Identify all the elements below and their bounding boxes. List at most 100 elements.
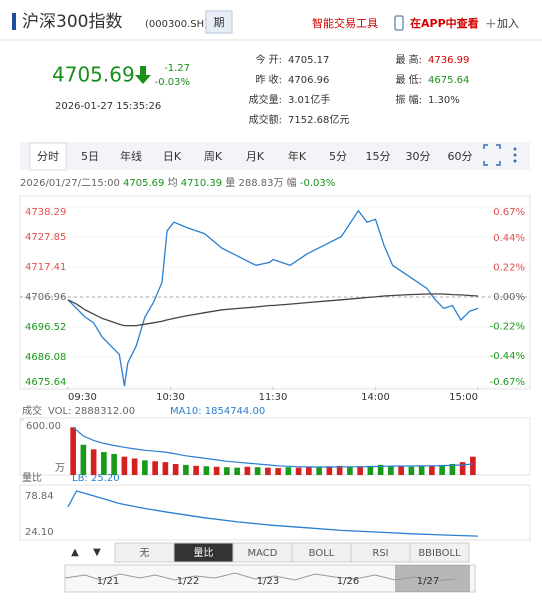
stat-value: 4736.99 bbox=[428, 55, 469, 66]
volume-bar bbox=[70, 427, 76, 475]
fullscreen-icon[interactable] bbox=[483, 144, 501, 166]
volume-bar bbox=[367, 465, 374, 475]
indicator-tab-label[interactable]: MACD bbox=[248, 548, 278, 559]
stat-value: 4705.17 bbox=[288, 55, 329, 66]
menu-dot[interactable] bbox=[513, 147, 517, 151]
volume-bar bbox=[183, 464, 189, 475]
volume-bar bbox=[152, 461, 158, 475]
y-tick-label: 4727.85 bbox=[25, 232, 66, 243]
period-tab[interactable]: 日K bbox=[163, 150, 182, 163]
stat-label: 成交额: bbox=[249, 113, 282, 126]
period-tab[interactable]: 5日 bbox=[81, 150, 99, 163]
down-arrow bbox=[135, 66, 151, 84]
y2-tick-label: -0.44% bbox=[490, 351, 525, 362]
volume-bar bbox=[131, 458, 138, 475]
tools-link[interactable]: 智能交易工具 bbox=[312, 16, 378, 30]
price-frame bbox=[19, 195, 531, 390]
change: -1.27 bbox=[164, 63, 190, 74]
ma10-line bbox=[72, 426, 473, 468]
volume-ma10: MA10: 1854744.00 bbox=[170, 406, 265, 417]
volume-bar bbox=[203, 466, 210, 475]
period-tabs: 分时 5日 年线 日K 周K 月K 年K 5分 15分 30分 60分 bbox=[37, 149, 473, 163]
indicator-tab-label[interactable]: BOLL bbox=[309, 548, 335, 559]
volume-bar bbox=[172, 464, 179, 475]
indicator-tab-label[interactable]: 量比 bbox=[194, 547, 214, 559]
period-tab[interactable]: 5分 bbox=[329, 150, 347, 163]
stat-label: 振 幅: bbox=[395, 93, 422, 106]
change-pct: -0.03% bbox=[155, 77, 190, 88]
index-code: (000300.SH) bbox=[145, 19, 208, 30]
volume-bar bbox=[347, 466, 353, 475]
stat-label: 最 低: bbox=[395, 73, 422, 86]
period-tab[interactable]: 年线 bbox=[120, 149, 142, 163]
scroll-down[interactable]: ▼ bbox=[93, 547, 101, 558]
volume-bar bbox=[336, 465, 343, 475]
volume-bar bbox=[80, 444, 87, 475]
add-link[interactable]: 加入 bbox=[497, 17, 519, 30]
navigator-sparkline bbox=[64, 572, 456, 582]
scroll-up[interactable]: ▲ bbox=[71, 547, 79, 558]
futures-button[interactable] bbox=[205, 10, 233, 34]
price: 4705.69 bbox=[52, 63, 135, 87]
x-tick-label: 15:00 bbox=[449, 392, 478, 403]
menu-dot[interactable] bbox=[513, 159, 517, 163]
period-tab[interactable]: 年K bbox=[288, 149, 307, 163]
navigator-dates: 1/21 1/22 1/23 1/26 1/27 bbox=[97, 576, 439, 587]
navigator-date: 1/21 bbox=[97, 576, 119, 587]
menu-dot[interactable] bbox=[513, 153, 517, 157]
info-price: 4705.69 bbox=[123, 178, 164, 189]
volume-bar bbox=[388, 465, 394, 475]
add-icon[interactable]: + bbox=[485, 16, 497, 32]
volume-bar bbox=[285, 467, 292, 475]
period-tab[interactable]: 30分 bbox=[406, 150, 431, 163]
volume-bar bbox=[254, 467, 261, 475]
index-title: 沪深300指数 bbox=[22, 12, 122, 32]
stat-value: 3.01亿手 bbox=[288, 93, 330, 106]
series-line bbox=[67, 490, 479, 537]
period-tab[interactable]: 60分 bbox=[448, 150, 473, 163]
info-amp-label: 幅 bbox=[287, 176, 297, 189]
volume-bar bbox=[470, 456, 476, 475]
phone-icon bbox=[394, 15, 404, 31]
quote-time: 2026-01-27 15:35:26 bbox=[55, 101, 161, 112]
tab-bar bbox=[20, 142, 530, 170]
info-vol-label: 量 bbox=[225, 177, 235, 189]
volume-title: 成交 bbox=[22, 404, 42, 417]
period-tab[interactable]: 周K bbox=[204, 150, 223, 163]
futures-button-label[interactable]: 期 bbox=[214, 16, 225, 29]
selected-tab bbox=[29, 142, 67, 171]
info-avg: 4710.39 bbox=[181, 178, 222, 189]
x-tick-label: 09:30 bbox=[68, 392, 97, 403]
indicator-tab-label[interactable]: 无 bbox=[140, 548, 150, 559]
period-tab[interactable]: 月K bbox=[246, 150, 265, 163]
indicator-tab-label[interactable]: BBIBOLL bbox=[418, 548, 461, 559]
y-tick-label: 4717.41 bbox=[25, 262, 66, 273]
ratio-title: 量比 bbox=[22, 472, 42, 484]
y2-tick-label: 0.00% bbox=[493, 292, 525, 303]
info-amp: -0.03% bbox=[300, 178, 335, 189]
indicator-tab-label[interactable]: RSI bbox=[372, 548, 388, 559]
stat-label: 今 开: bbox=[255, 53, 282, 66]
volume-bar bbox=[101, 452, 107, 475]
volume-vol: VOL: 2888312.00 bbox=[48, 406, 135, 417]
y2-tick-label: -0.67% bbox=[490, 377, 525, 388]
stat-label: 成交量: bbox=[249, 93, 282, 106]
period-tab[interactable]: 15分 bbox=[366, 150, 391, 163]
indicator-tabs: 无 量比 MACD BOLL RSI BBIBOLL bbox=[114, 542, 470, 563]
title-mark bbox=[12, 13, 16, 30]
volume-bar bbox=[418, 465, 425, 475]
volume-unit: 万 bbox=[55, 463, 65, 474]
navigator-date: 1/22 bbox=[177, 576, 199, 587]
indicator-tab[interactable] bbox=[409, 542, 470, 563]
y-tick-label: 4696.52 bbox=[25, 322, 66, 333]
volume-bar bbox=[357, 466, 363, 475]
y-tick-label: 24.10 bbox=[25, 527, 54, 538]
x-tick-label: 10:30 bbox=[156, 392, 185, 403]
volume-bar bbox=[90, 449, 97, 475]
volume-bar bbox=[275, 468, 281, 475]
period-tab[interactable]: 分时 bbox=[37, 150, 59, 163]
app-link[interactable]: 在APP中查看 bbox=[410, 16, 479, 30]
volume-bar bbox=[295, 467, 302, 475]
